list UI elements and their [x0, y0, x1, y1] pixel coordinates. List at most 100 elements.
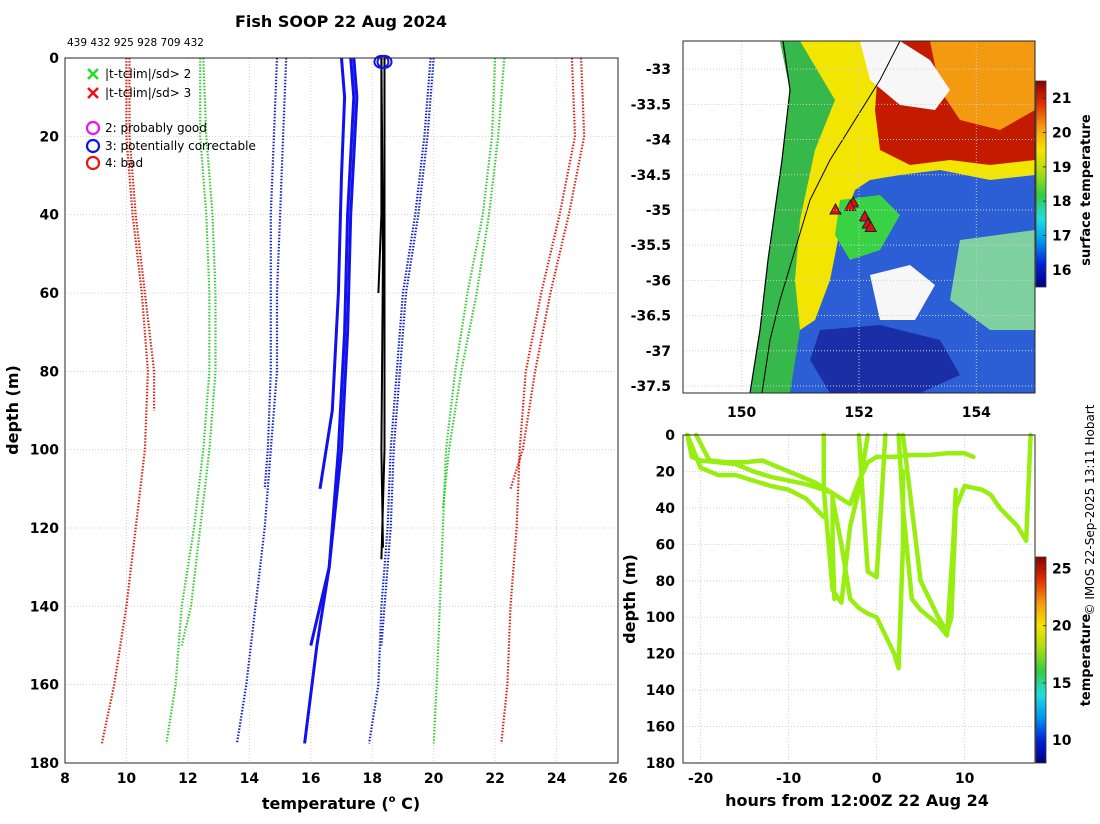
profile-tick-labels: 8 10 12 14 16 18 20 22 24 26 0 20 40 60 80 100 120 140 160…: [30, 51, 628, 787]
profile-line: [441, 57, 506, 509]
map-axes-frame: [682, 40, 1036, 394]
x-axis-label: temperature (o C): [262, 794, 420, 813]
sst-cbar-tick-label: 17: [1052, 229, 1071, 245]
profile-line: [432, 57, 497, 744]
time-y-tick-label: 120: [646, 647, 675, 663]
y-tick-label: 180: [30, 756, 59, 772]
sst-cbar-tick-label: 19: [1052, 160, 1071, 176]
sst-colorbar: 16 17 18 19 20 21: [1035, 80, 1072, 288]
legend-x-marker: [87, 87, 99, 99]
y-tick-label: 120: [30, 521, 59, 537]
sst-cbar-tick-label: 18: [1052, 194, 1071, 210]
legend: |t-tclim|/sd> 2 |t-tclim|/sd> 3 2: probabl…: [85, 67, 256, 171]
shelf-isobath: [761, 41, 901, 393]
y-tick-label: 160: [30, 678, 59, 694]
temperature-colorbar: 10 15 20 25: [1035, 556, 1072, 764]
profile-line: [380, 57, 385, 548]
time-y-tick-label: 60: [656, 537, 676, 553]
x-tick-label: 24: [547, 771, 567, 787]
time-y-tick-label: 40: [656, 501, 676, 517]
profile-line: [318, 57, 347, 490]
y-tick-label: 60: [40, 286, 60, 302]
temp-cbar-tick-label: 10: [1052, 733, 1072, 749]
drop-track: [830, 469, 906, 671]
time-y-tick-label: 180: [646, 756, 675, 772]
eddy-edge: [930, 41, 1035, 130]
sst-cbar-tick-label: 16: [1052, 263, 1071, 279]
drop-track: [821, 432, 871, 605]
temperature-colorbar-label: temperature: [1079, 614, 1094, 707]
temp-cbar-tick-label: 20: [1052, 619, 1072, 635]
temp-cbar-tick-label: 25: [1052, 561, 1071, 577]
legend-label: 4: bad: [105, 156, 143, 170]
drop-track: [856, 432, 888, 580]
time-depth-axes-frame: [682, 434, 1036, 764]
degree-superscript: o: [389, 794, 396, 805]
profile-line: [128, 58, 156, 411]
station-triangle: [843, 199, 857, 211]
x-tick-label: 22: [485, 771, 504, 787]
legend-label: |t-tclim|/sd> 3: [105, 86, 191, 100]
profile-axes-frame: [64, 57, 619, 764]
drop-tracks: [685, 432, 1033, 671]
sst-cbar-bar: [1035, 80, 1047, 288]
profile-line: [165, 58, 211, 744]
map-y-tick-label: -34: [646, 133, 672, 149]
cool-water: [810, 325, 960, 393]
drop-track: [685, 432, 827, 520]
x-tick-label: 26: [608, 771, 627, 787]
map-y-tick-label: -36.5: [631, 309, 671, 325]
map-y-tick-label: -34.5: [631, 168, 671, 184]
profile-line: [100, 58, 150, 744]
y-tick-label: 140: [30, 599, 59, 615]
temp-cbar-tick-label: 15: [1052, 676, 1071, 692]
time-y-tick-label: 100: [646, 610, 675, 626]
map-y-tick-label: -33.5: [631, 97, 671, 113]
map-tick-labels: 150 152 154 -33 -33.5 -34 -34.5 -35 -35.5 -36 -36.…: [631, 62, 992, 421]
profile-line: [309, 57, 356, 646]
time-x-tick-label: -20: [688, 771, 714, 787]
map-x-tick-label: 152: [844, 405, 873, 421]
drop-track: [896, 432, 959, 638]
temp-cbar-bar: [1035, 556, 1047, 764]
land-area: [683, 41, 790, 393]
sst-cbar-tick-label: 20: [1052, 126, 1072, 142]
x-axis-label-text: temperature (: [262, 794, 389, 813]
profile-line: [303, 57, 359, 744]
y-tick-label: 0: [49, 51, 59, 67]
time-y-tick-label: 140: [646, 683, 675, 699]
profile-panel: 8 10 12 14 16 18 20 22 24 26 0 20 40 60 80 100 120 140 160…: [3, 12, 628, 813]
profile-line: [380, 57, 435, 646]
legend-circle-marker: [85, 155, 101, 171]
x-tick-label: 18: [362, 771, 381, 787]
y-axis-label: depth (m): [3, 365, 22, 455]
profile-line: [500, 57, 577, 744]
x-tick-label: 8: [60, 771, 70, 787]
legend-label: 3: potentially correctable: [105, 139, 256, 153]
sst-colorbar-label: surface temperature: [1079, 114, 1094, 266]
profile-series: [100, 57, 586, 744]
y-tick-label: 80: [40, 364, 60, 380]
y-tick-label: 20: [40, 129, 60, 145]
map-y-tick-label: -37.5: [631, 379, 671, 395]
station-markers: [829, 195, 878, 233]
time-x-tick-label: 0: [872, 771, 882, 787]
time-y-tick-label: 160: [646, 720, 675, 736]
surface-flag-markers: [373, 54, 393, 69]
imos-stamp: © IMOS 22-Sep-2025 13:11 Hobart: [1083, 404, 1097, 615]
legend-label: |t-tclim|/sd> 2: [105, 67, 191, 81]
legend-circle-marker: [85, 120, 101, 136]
time-x-tick-label: -10: [776, 771, 802, 787]
x-tick-label: 20: [424, 771, 444, 787]
map-panel: 150 152 154 -33 -33.5 -34 -34.5 -35 -35.5 -36 -36.…: [631, 40, 1094, 421]
legend-x-marker: [87, 68, 99, 80]
profile-line: [263, 57, 279, 489]
profile-line: [509, 57, 586, 490]
y-tick-label: 40: [40, 208, 60, 224]
map-y-tick-label: -37: [646, 344, 671, 360]
x-tick-label: 10: [117, 771, 137, 787]
y-tick-label: 100: [30, 443, 59, 459]
time-depth-y-label: depth (m): [620, 554, 639, 644]
